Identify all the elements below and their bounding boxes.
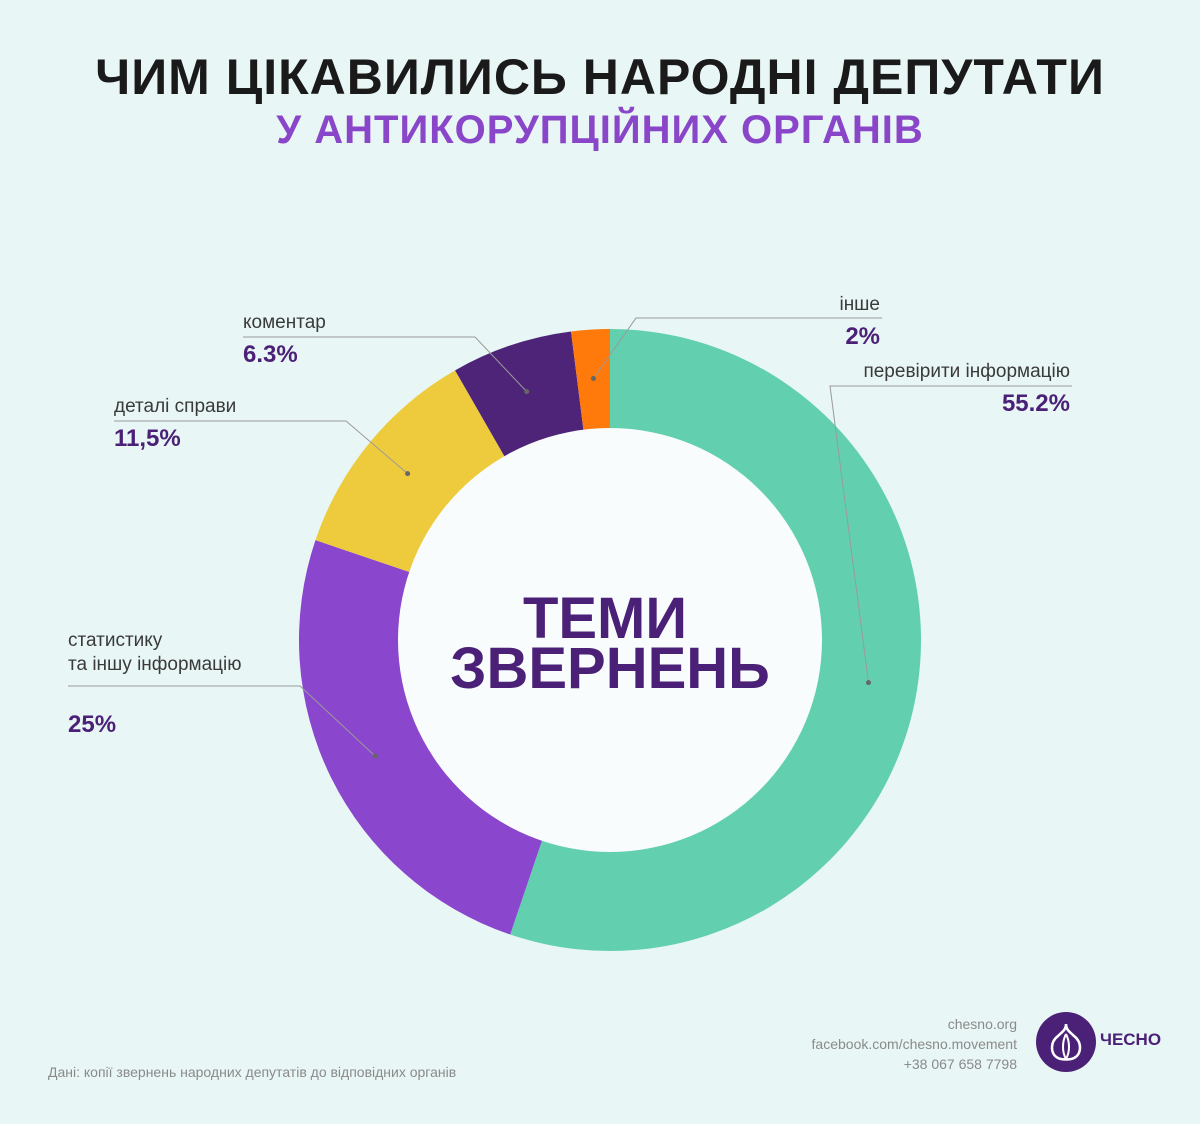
slice-label: перевірити інформацію xyxy=(863,361,1070,382)
slice-value-label: 25% xyxy=(68,711,116,738)
slice-value-label: 2% xyxy=(845,323,880,350)
leader-dot xyxy=(866,680,871,686)
page-title: ЧИМ ЦІКАВИЛИСЬ НАРОДНІ ДЕПУТАТИ xyxy=(95,49,1105,105)
slice-value-label: 11,5% xyxy=(114,425,181,452)
phone-number: +38 067 658 7798 xyxy=(903,1056,1017,1072)
leader-line xyxy=(243,336,528,392)
slice-label: та іншу інформацію xyxy=(68,654,242,675)
website-link[interactable]: chesno.org xyxy=(947,1016,1017,1032)
slice-label: деталі справи xyxy=(114,396,236,417)
brand-name: ЧЕСНО xyxy=(1100,1030,1162,1049)
slice-label: інше xyxy=(839,294,880,315)
garlic-icon xyxy=(1036,1012,1096,1072)
facebook-link[interactable]: facebook.com/chesno.movement xyxy=(811,1036,1017,1052)
center-line-2: ЗВЕРНЕНЬ xyxy=(450,636,770,701)
leader-line xyxy=(114,420,408,474)
source-note: Дані: копії звернень народних депутатів … xyxy=(48,1064,457,1080)
leader-line xyxy=(829,385,1072,683)
donut-hole xyxy=(398,428,822,852)
leader-line xyxy=(68,685,376,757)
leader-dot xyxy=(591,376,596,381)
leader-line xyxy=(593,317,882,379)
slice-label: коментар xyxy=(243,312,326,333)
leader-dot xyxy=(405,471,411,477)
page-subtitle: У АНТИКОРУПЦІЙНИХ ОРГАНІВ xyxy=(276,108,924,152)
contacts: chesno.org facebook.com/chesno.movement … xyxy=(812,1014,1017,1074)
slice-label: статистику xyxy=(68,630,163,651)
center-line-1: ТЕМИ xyxy=(523,586,687,651)
slice-value-label: 55.2% xyxy=(1002,390,1070,417)
leader-dot xyxy=(372,753,378,759)
leader-dot xyxy=(524,389,530,395)
slice-value-label: 6.3% xyxy=(243,341,298,368)
